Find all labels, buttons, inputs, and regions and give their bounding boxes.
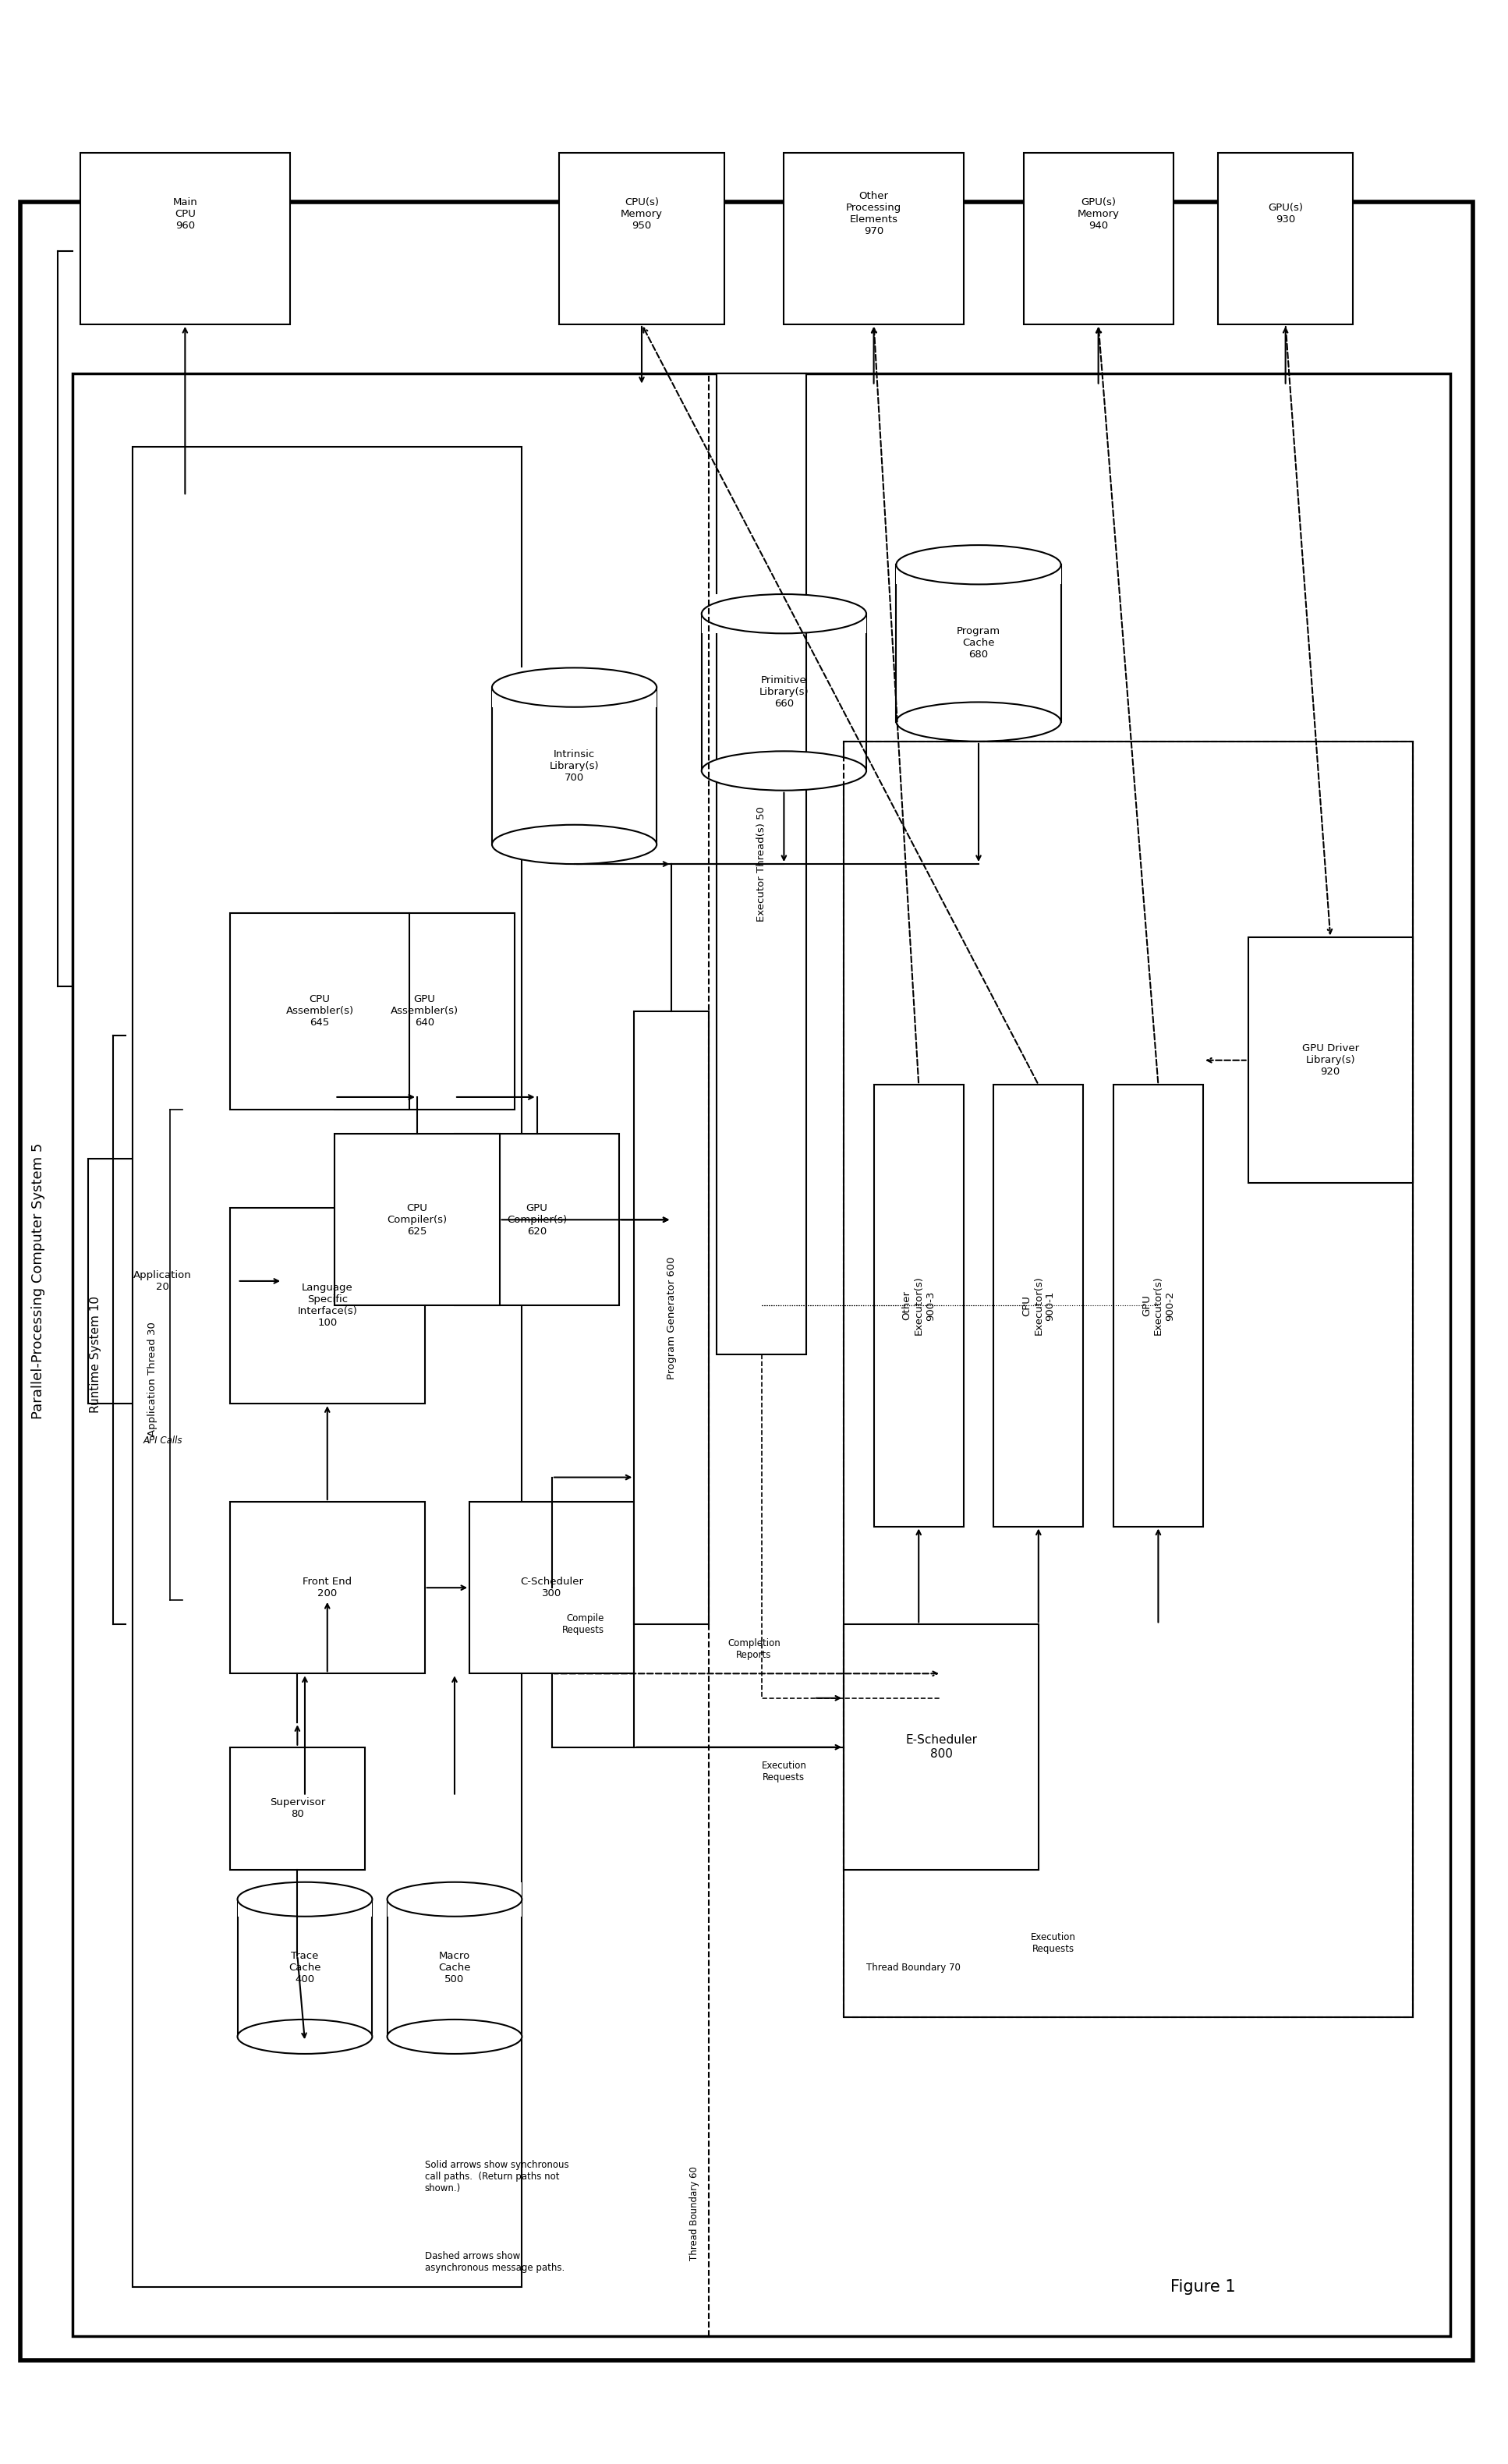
Ellipse shape <box>388 2020 522 2055</box>
Bar <box>701 614 866 771</box>
Ellipse shape <box>701 752 866 791</box>
Bar <box>716 375 807 1355</box>
Ellipse shape <box>237 2020 372 2055</box>
Bar <box>237 1900 372 2038</box>
Text: Program
Cache
680: Program Cache 680 <box>956 626 1000 660</box>
Text: Completion
Reports: Completion Reports <box>727 1639 781 1661</box>
Bar <box>701 594 866 633</box>
Text: Macro
Cache
500: Macro Cache 500 <box>439 1951 470 1984</box>
Bar <box>492 668 656 707</box>
Bar <box>87 1158 237 1404</box>
Text: Program Generator 600: Program Generator 600 <box>667 1257 677 1380</box>
Bar <box>1218 153 1353 325</box>
Text: CPU
Compiler(s)
625: CPU Compiler(s) 625 <box>388 1202 448 1237</box>
Ellipse shape <box>896 545 1062 584</box>
Text: GPU
Compiler(s)
620: GPU Compiler(s) 620 <box>507 1202 567 1237</box>
Bar <box>994 1084 1083 1525</box>
Text: Execution
Requests: Execution Requests <box>1031 1932 1077 1954</box>
Ellipse shape <box>701 594 866 633</box>
Text: Intrinsic
Library(s)
700: Intrinsic Library(s) 700 <box>549 749 599 784</box>
Bar <box>896 545 1062 584</box>
Text: Other
Processing
Elements
970: Other Processing Elements 970 <box>846 192 902 237</box>
Bar <box>80 153 290 325</box>
Text: GPU(s)
Memory
940: GPU(s) Memory 940 <box>1077 197 1119 232</box>
Text: E-Scheduler
800: E-Scheduler 800 <box>905 1735 977 1759</box>
Bar <box>388 1900 522 2038</box>
Bar <box>231 1207 425 1404</box>
Bar <box>388 1882 522 1917</box>
Bar <box>454 1133 620 1306</box>
Bar <box>844 742 1413 2018</box>
Bar <box>1113 1084 1203 1525</box>
Text: Runtime System 10: Runtime System 10 <box>89 1296 101 1414</box>
Text: Thread Boundary 70: Thread Boundary 70 <box>866 1964 961 1974</box>
Text: Execution
Requests: Execution Requests <box>762 1762 807 1781</box>
Text: Application
20: Application 20 <box>134 1269 192 1291</box>
Text: Dashed arrows show
asynchronous message paths.: Dashed arrows show asynchronous message … <box>425 2252 564 2274</box>
Bar <box>873 1084 964 1525</box>
Text: Solid arrows show synchronous
call paths.  (Return paths not
shown.): Solid arrows show synchronous call paths… <box>425 2161 569 2193</box>
Text: Language
Specific
Interface(s)
100: Language Specific Interface(s) 100 <box>297 1284 357 1328</box>
Bar <box>335 1133 499 1306</box>
Bar <box>844 742 1413 2018</box>
Text: Primitive
Library(s)
660: Primitive Library(s) 660 <box>759 675 808 710</box>
Text: Executor Thread(s) 50: Executor Thread(s) 50 <box>757 806 766 922</box>
Bar <box>231 1503 425 1673</box>
Text: CPU(s)
Memory
950: CPU(s) Memory 950 <box>621 197 662 232</box>
Text: GPU Driver
Library(s)
920: GPU Driver Library(s) 920 <box>1301 1045 1359 1077</box>
Bar <box>844 1624 1039 1870</box>
Ellipse shape <box>896 702 1062 742</box>
Text: Trace
Cache
400: Trace Cache 400 <box>288 1951 321 1984</box>
Text: CPU
Executor(s)
900-1: CPU Executor(s) 900-1 <box>1022 1276 1056 1335</box>
Ellipse shape <box>492 668 656 707</box>
Text: Parallel-Processing Computer System 5: Parallel-Processing Computer System 5 <box>32 1143 45 1419</box>
Bar <box>21 202 1473 2361</box>
Bar <box>469 1503 635 1673</box>
Text: GPU(s)
930: GPU(s) 930 <box>1268 202 1303 224</box>
Ellipse shape <box>388 1882 522 1917</box>
Bar <box>133 446 522 2287</box>
Bar <box>231 914 410 1109</box>
Ellipse shape <box>492 825 656 865</box>
Ellipse shape <box>237 1882 372 1917</box>
Bar <box>559 153 724 325</box>
Text: API Calls: API Calls <box>143 1437 182 1446</box>
Text: Front End
200: Front End 200 <box>303 1577 351 1599</box>
Bar <box>896 564 1062 722</box>
Bar <box>231 1747 365 1870</box>
Text: Application Thread 30: Application Thread 30 <box>148 1321 157 1437</box>
Text: Other
Executor(s)
900-3: Other Executor(s) 900-3 <box>902 1276 935 1335</box>
Bar <box>237 1882 372 1917</box>
Text: GPU
Executor(s)
900-2: GPU Executor(s) 900-2 <box>1142 1276 1175 1335</box>
Text: Figure 1: Figure 1 <box>1170 2279 1235 2294</box>
Text: GPU
Assembler(s)
640: GPU Assembler(s) 640 <box>391 995 458 1027</box>
Bar <box>492 687 656 845</box>
Bar <box>1024 153 1173 325</box>
Bar <box>72 375 1451 2336</box>
Text: Compile
Requests: Compile Requests <box>562 1614 605 1636</box>
Text: CPU
Assembler(s)
645: CPU Assembler(s) 645 <box>287 995 354 1027</box>
Bar <box>784 153 964 325</box>
Text: Thread Boundary 60: Thread Boundary 60 <box>689 2166 700 2259</box>
Bar <box>1249 939 1413 1183</box>
Bar <box>335 914 514 1109</box>
Text: C-Scheduler
300: C-Scheduler 300 <box>520 1577 584 1599</box>
Text: Supervisor
80: Supervisor 80 <box>270 1799 326 1818</box>
Text: Main
CPU
960: Main CPU 960 <box>173 197 198 232</box>
Bar <box>635 1010 709 1624</box>
